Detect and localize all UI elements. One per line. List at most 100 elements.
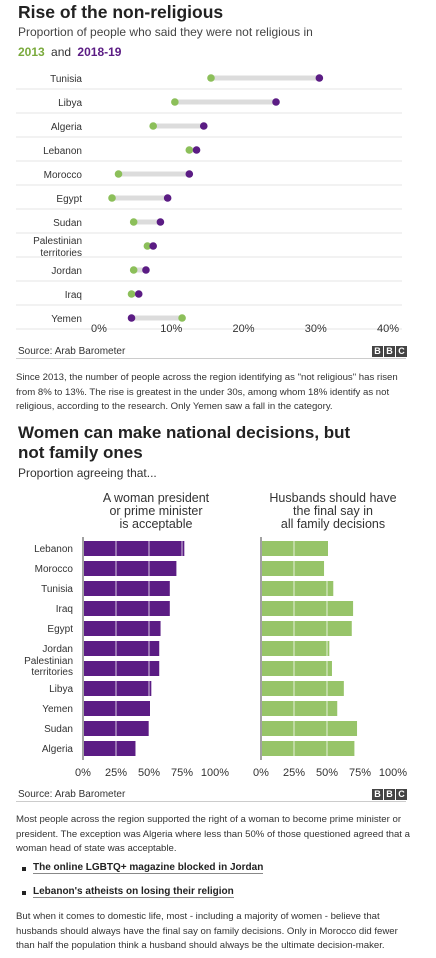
point-2013-morocco [114,170,123,178]
chart2-title-line1: Women can make national decisions, but [18,423,351,442]
category-label-algeria: Algeria [51,122,83,133]
right-bar-jordan [262,641,330,656]
point-2013-algeria [149,122,157,130]
divider [16,801,406,802]
right-bar-egypt [262,621,352,636]
left-bar-algeria [84,741,136,756]
point-2013-yemen [178,314,186,322]
divider [16,358,406,359]
point-2018-palestinian-territories [149,242,157,250]
left-bar-lebanon [84,541,185,556]
left-x-tick-label: 0% [75,767,91,779]
category-label-libya: Libya [49,684,73,695]
right-bar-morocco [262,561,325,576]
category-label-libya: Libya [58,98,82,109]
left-x-tick-label: 25% [105,767,127,779]
chart2-source: Source: Arab Barometer [18,789,126,800]
category-label-iraq: Iraq [56,604,73,615]
right-bar-iraq [262,601,354,616]
chart2-title: Women can make national decisions, but n… [18,423,428,463]
category-label-lebanon: Lebanon [34,544,73,555]
right-panel-title: Husbands should have [269,491,396,505]
category-label-palestinian-territories: Palestinian [33,236,82,247]
right-panel-title: the final say in [293,504,373,518]
left-bar-jordan [84,641,160,656]
left-bar-palestinian-territories [84,661,160,676]
right-x-tick-label: 75% [349,767,371,779]
right-x-tick-label: 0% [253,767,269,779]
category-label-egypt: Egypt [47,624,73,635]
category-label-jordan: Jordan [51,266,82,277]
right-bar-palestinian-territories [262,661,332,676]
point-2013-jordan [129,266,138,274]
chart2-subtitle: Proportion agreeing that... [18,466,157,480]
left-panel-title: A woman president [103,491,210,505]
category-label-iraq: Iraq [65,290,82,301]
bullet [22,891,26,895]
right-x-tick-label: 25% [283,767,305,779]
category-label-palestinian-territories: territories [31,667,73,678]
chart1-subtitle: Proportion of people who said they were … [18,25,313,39]
right-bar-tunisia [262,581,334,596]
point-2018-egypt [163,194,172,202]
bullet [22,867,26,871]
x-tick-label: 0% [91,323,107,335]
left-bar-tunisia [84,581,170,596]
chart1-caption: Since 2013, the number of people across … [16,372,398,412]
category-label-yemen: Yemen [51,314,82,325]
x-tick-label: 40% [377,323,399,335]
chart1-legend: 2013 and 2018-19 [18,45,121,59]
left-bar-iraq [84,601,170,616]
legend-and: and [51,45,72,59]
chart1-title: Rise of the non-religious [18,2,224,22]
right-x-tick-label: 50% [316,767,338,779]
right-panel-title: all family decisions [281,517,385,531]
left-bar-egypt [84,621,161,636]
point-2013-palestinian-territories [143,242,152,250]
category-label-palestinian-territories: territories [40,248,82,259]
point-2013-tunisia [207,74,215,82]
point-2013-iraq [127,290,136,298]
point-2018-lebanon [192,146,201,154]
right-bar-sudan [262,721,358,736]
x-tick-label: 10% [160,323,182,335]
category-label-lebanon: Lebanon [43,146,82,157]
category-label-morocco: Morocco [35,564,74,575]
x-tick-label: 20% [232,323,254,335]
left-bar-yemen [84,701,150,716]
point-2018-libya [272,98,280,106]
category-label-tunisia: Tunisia [50,74,82,85]
dumbbell-chart: Tunisia Libya Algeria Lebanon Morocco Egypt Su… [16,74,402,335]
category-label-algeria: Algeria [42,744,74,755]
point-2013-sudan [129,218,138,226]
legend-2013: 2013 [18,45,45,59]
category-label-jordan: Jordan [42,644,73,655]
category-label-yemen: Yemen [42,704,73,715]
category-label-sudan: Sudan [53,218,82,229]
link-lebanon-atheists[interactable]: Lebanon's atheists on losing their relig… [33,886,234,898]
left-panel-title: or prime minister [109,504,202,518]
point-2013-lebanon [185,146,194,154]
point-2018-tunisia [315,74,324,82]
right-bar-yemen [262,701,338,716]
x-tick-label: 30% [305,323,327,335]
right-x-tick-label: 100% [379,767,407,779]
left-x-tick-label: 75% [171,767,193,779]
point-2018-yemen [127,314,136,322]
point-2018-morocco [185,170,194,178]
point-2013-egypt [108,194,116,202]
left-panel-title: is acceptable [120,517,193,531]
left-x-tick-label: 50% [138,767,160,779]
right-bar-lebanon [262,541,328,556]
category-label-egypt: Egypt [56,194,82,205]
point-2018-sudan [156,218,165,226]
point-2018-algeria [199,122,208,130]
legend-2018: 2018-19 [77,45,122,59]
point-2018-iraq [134,290,143,298]
link-lgbtq-magazine[interactable]: The online LGBTQ+ magazine blocked in Jo… [33,862,264,874]
final-paragraph: But when it comes to domestic life, most… [16,911,398,951]
left-bar-libya [84,681,152,696]
